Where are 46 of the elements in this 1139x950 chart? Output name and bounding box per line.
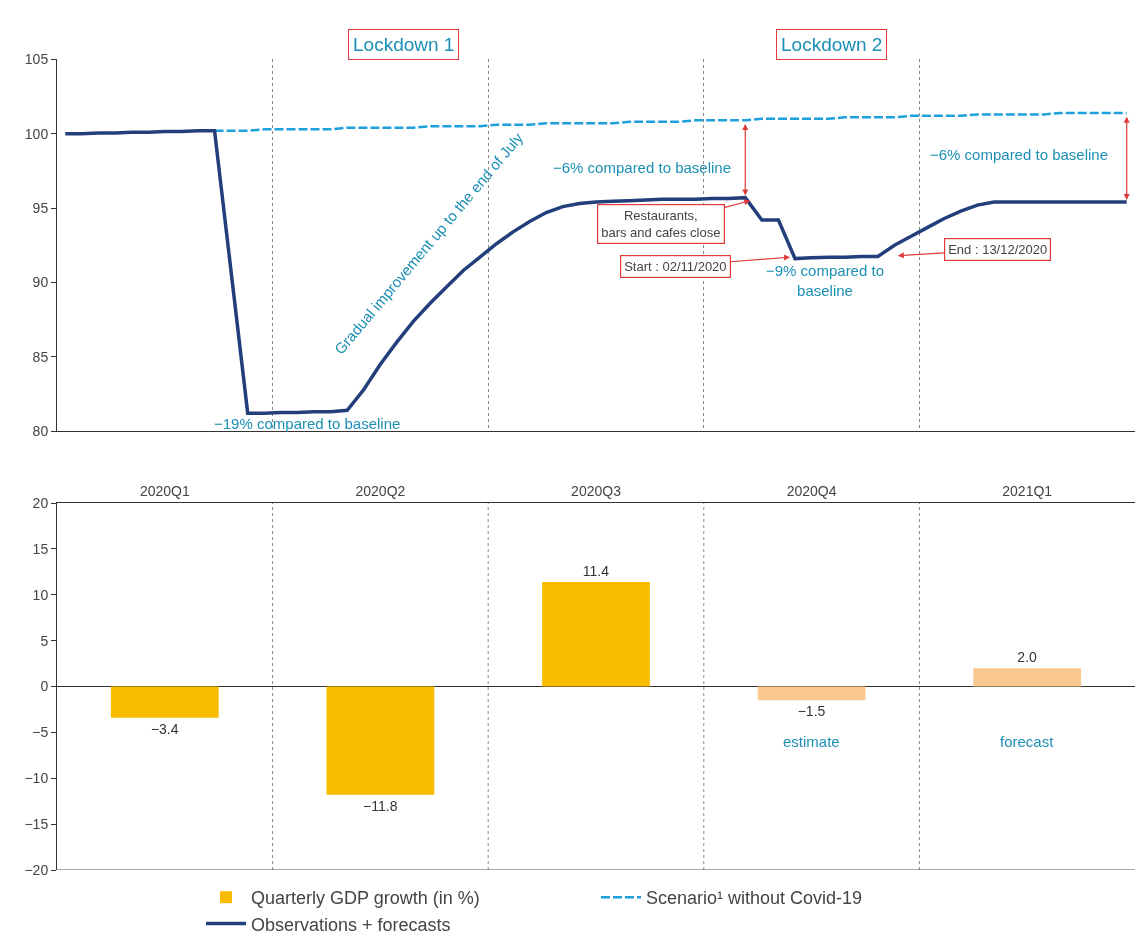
bar	[757, 686, 866, 701]
bar	[326, 686, 435, 795]
annotation: −6% compared to baseline	[553, 159, 732, 176]
y-tick-label: 80	[32, 423, 49, 439]
y-tick-label: 20	[32, 494, 49, 511]
x-tick-label: 2020Q1	[139, 483, 190, 500]
y-tick-label: 0	[40, 678, 49, 695]
bar	[973, 668, 1082, 687]
annotation: estimate	[783, 733, 840, 750]
y-tick-label: −10	[24, 770, 49, 787]
annotation: Start : 02/11/2020	[624, 259, 727, 275]
y-tick-label: 105	[24, 51, 49, 68]
annotation: −6% compared to baseline	[930, 146, 1109, 163]
bar	[110, 686, 219, 718]
annotation: forecast	[1000, 733, 1055, 750]
y-tick-label: 90	[32, 274, 49, 291]
text: Lockdown 2	[781, 34, 883, 55]
x-tick-label: 2020Q4	[786, 483, 837, 500]
data-label: −1.5	[797, 703, 826, 720]
y-tick-label: −15	[24, 816, 49, 833]
y-tick-label: −20	[24, 861, 49, 878]
y-tick-label: −5	[32, 724, 49, 741]
data-label: −3.4	[150, 720, 179, 737]
y-tick-label: 95	[32, 199, 49, 216]
data-label: 11.4	[582, 562, 610, 579]
data-label: 2.0	[1017, 649, 1038, 666]
bar	[542, 581, 650, 687]
legend-label: Quarterly GDP growth (in %)	[251, 888, 480, 909]
y-tick-label: 100	[24, 125, 49, 142]
annotation: −9% compared to baseline	[766, 262, 884, 299]
x-tick-label: 2020Q2	[355, 483, 406, 500]
annotation: Restaurants, bars and cafes close	[601, 208, 721, 241]
annotation: −19% compared to baseline	[214, 415, 401, 432]
annotation: End : 13/12/2020	[948, 242, 1048, 258]
y-tick-label: 5	[40, 632, 49, 649]
y-tick-label: 85	[32, 348, 49, 365]
legend-label: Observations + forecasts	[251, 914, 451, 935]
legend-label: Scenario¹ without Covid-19	[646, 888, 863, 909]
line-series	[213, 111, 1128, 132]
x-tick-label: 2021Q1	[1002, 483, 1053, 500]
y-tick-label: 10	[32, 586, 49, 603]
y-tick-label: 15	[32, 540, 49, 557]
line-series	[63, 128, 1129, 416]
data-label: −11.8	[363, 797, 398, 814]
x-tick-label: 2020Q3	[571, 483, 622, 500]
text: Lockdown 1	[353, 34, 455, 55]
